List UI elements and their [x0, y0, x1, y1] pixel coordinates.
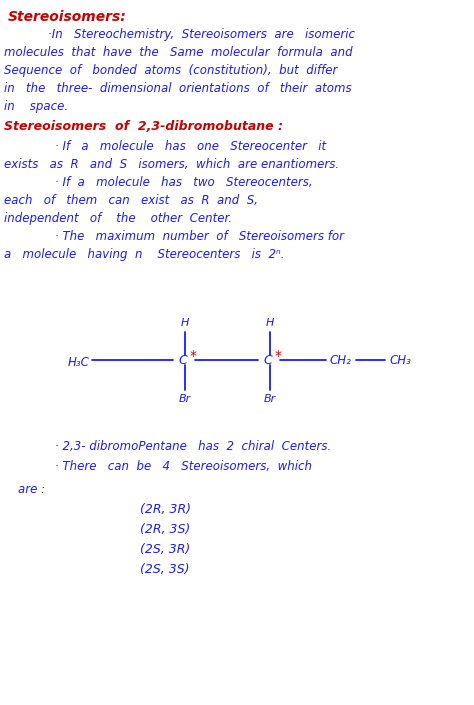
- Text: ·In   Stereochemistry,  Stereoisomers  are   isomeric: ·In Stereochemistry, Stereoisomers are i…: [48, 28, 355, 41]
- Text: in    space.: in space.: [4, 100, 68, 113]
- Text: (2R, 3S): (2R, 3S): [140, 523, 190, 536]
- Text: C: C: [179, 355, 187, 367]
- Text: Stereoisomers:: Stereoisomers:: [8, 10, 127, 24]
- Text: in   the   three-  dimensional  orientations  of   their  atoms: in the three- dimensional orientations o…: [4, 82, 352, 95]
- Text: · 2,3- dibromoPentane   has  2  chiral  Centers.: · 2,3- dibromoPentane has 2 chiral Cente…: [55, 440, 331, 453]
- Text: H: H: [266, 318, 274, 328]
- Text: H: H: [181, 318, 189, 328]
- Text: (2R, 3R): (2R, 3R): [140, 503, 191, 516]
- Text: Br: Br: [264, 394, 276, 404]
- Text: · If  a   molecule   has   two   Stereocenters,: · If a molecule has two Stereocenters,: [55, 176, 313, 189]
- Text: are :: are :: [18, 483, 45, 496]
- Text: Br: Br: [179, 394, 191, 404]
- Text: Sequence  of   bonded  atoms  (constitution),  but  differ: Sequence of bonded atoms (constitution),…: [4, 64, 337, 77]
- Text: H₃C: H₃C: [68, 355, 90, 369]
- Text: · If   a   molecule   has   one   Stereocenter   it: · If a molecule has one Stereocenter it: [55, 140, 326, 153]
- Text: *: *: [275, 349, 282, 363]
- Text: · There   can  be   4   Stereoisomers,  which: · There can be 4 Stereoisomers, which: [55, 460, 312, 473]
- Text: Stereoisomers  of  2,3-dibromobutane :: Stereoisomers of 2,3-dibromobutane :: [4, 120, 283, 133]
- Text: molecules  that  have  the   Same  molecular  formula  and: molecules that have the Same molecular f…: [4, 46, 353, 59]
- Text: C: C: [264, 355, 273, 367]
- Text: (2S, 3R): (2S, 3R): [140, 543, 190, 556]
- Text: (2S, 3S): (2S, 3S): [140, 563, 190, 576]
- Text: CH₂: CH₂: [330, 355, 352, 367]
- Text: independent   of    the    other  Center.: independent of the other Center.: [4, 212, 232, 225]
- Text: a   molecule   having  n    Stereocenters   is  2ⁿ.: a molecule having n Stereocenters is 2ⁿ.: [4, 248, 284, 261]
- Text: each   of   them   can   exist   as  R  and  S,: each of them can exist as R and S,: [4, 194, 258, 207]
- Text: *: *: [190, 349, 197, 363]
- Text: exists   as  R   and  S   isomers,  which  are enantiomers.: exists as R and S isomers, which are ena…: [4, 158, 339, 171]
- Text: · The   maximum  number  of   Stereoisomers for: · The maximum number of Stereoisomers fo…: [55, 230, 344, 243]
- Text: CH₃: CH₃: [390, 355, 412, 367]
